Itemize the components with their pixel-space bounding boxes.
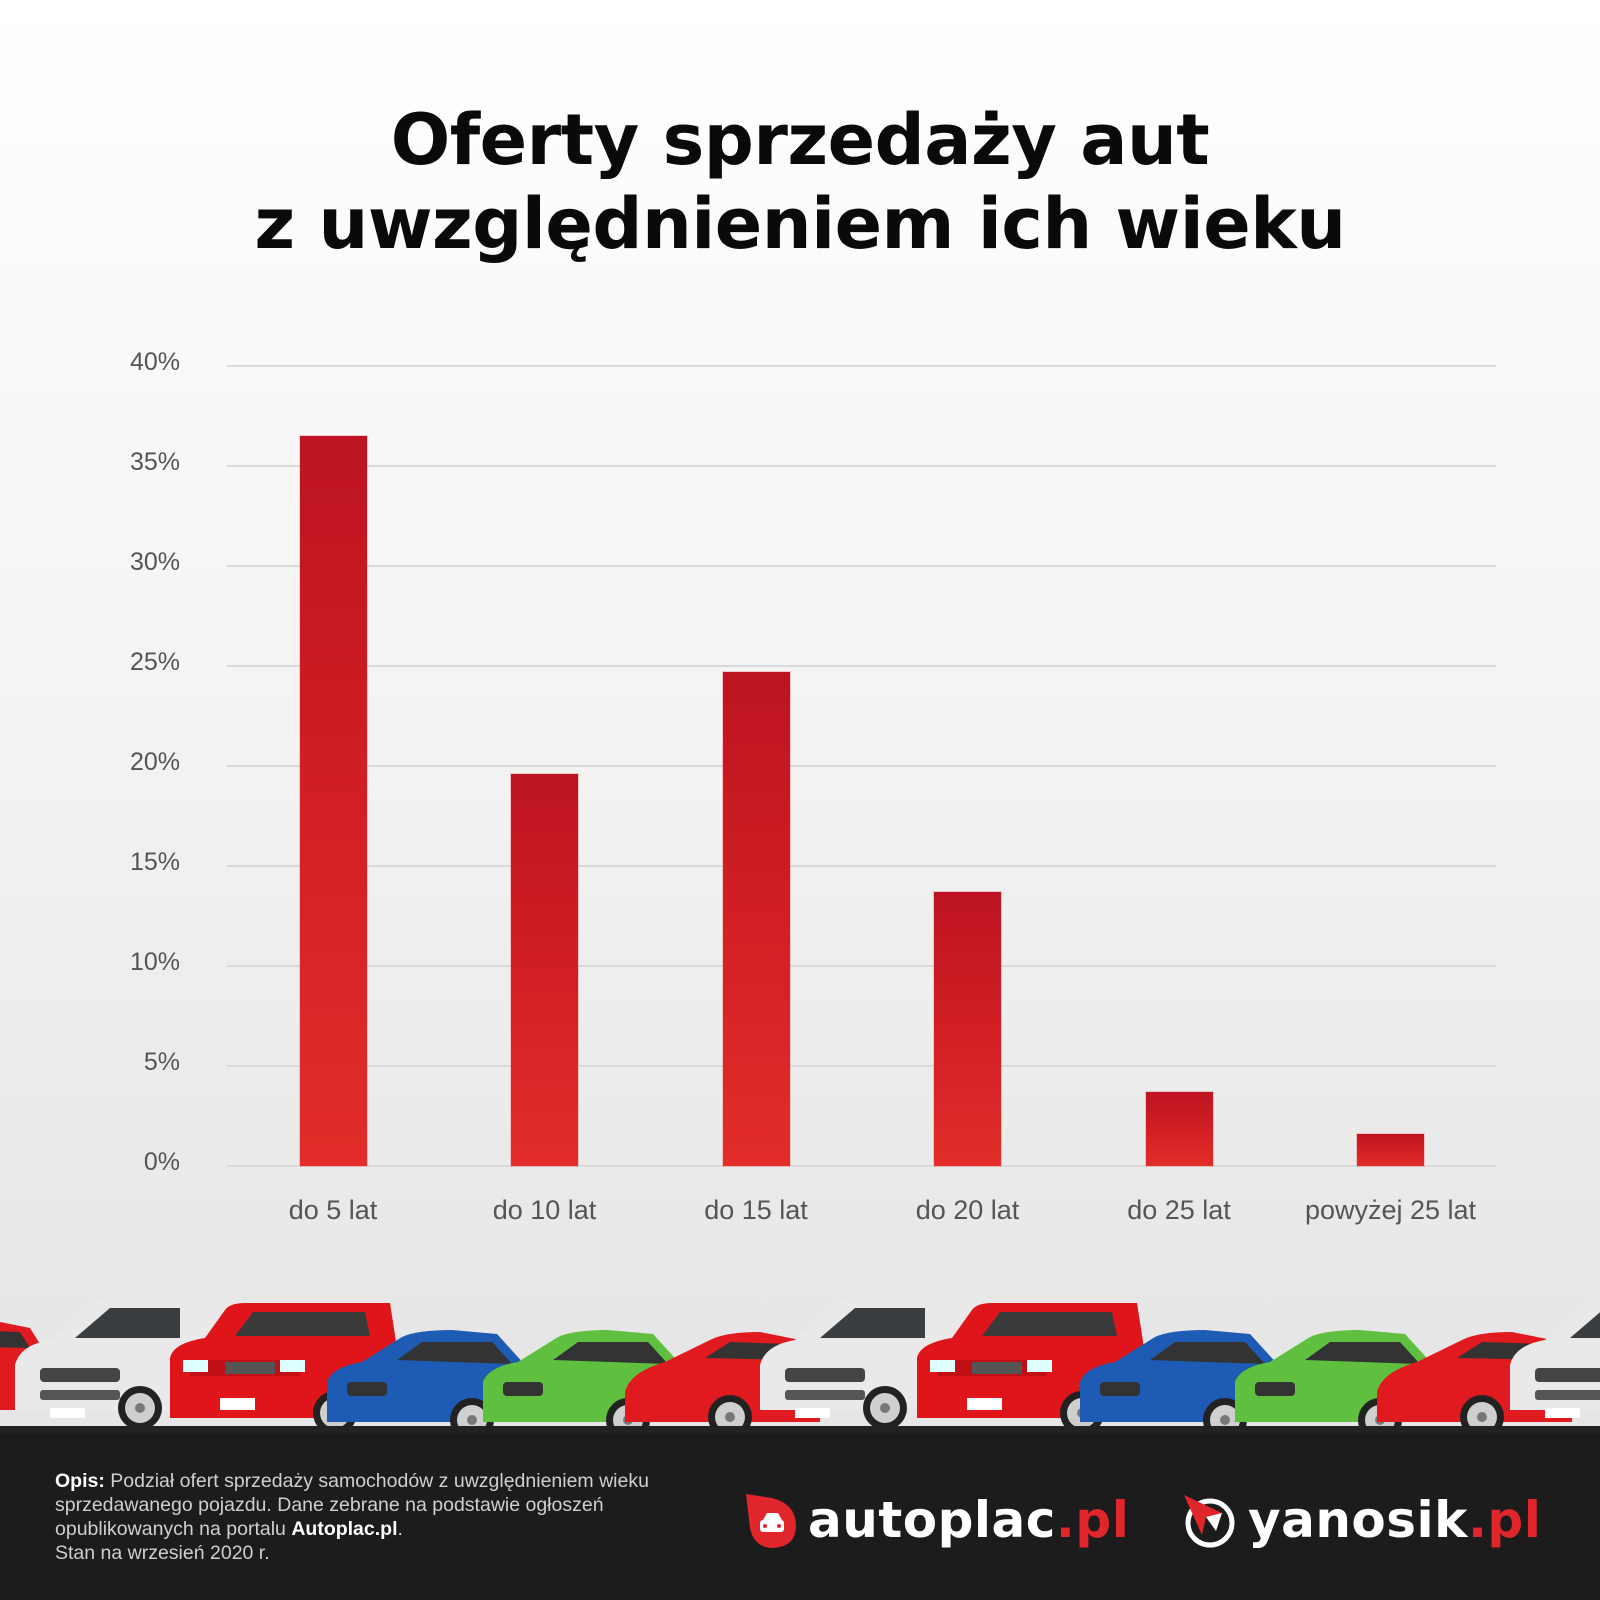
description-label: Opis: <box>55 1470 105 1492</box>
bar <box>511 774 578 1166</box>
autoplac-logo: autoplac.pl <box>742 1488 1129 1552</box>
y-tick-label: 5% <box>143 1048 180 1076</box>
bar-chart: 0% 5% 10% 15% 20% 25% 30% 35% 40% do 5 lat do 10 l… <box>129 348 1496 1225</box>
autoplac-tld: .pl <box>1055 1491 1130 1549</box>
description-text: Podział ofert sprzedaży samochodów z uwz… <box>55 1470 649 1540</box>
x-tick-label: do 25 lat <box>1127 1195 1231 1225</box>
chart-description: Opis: Podział ofert sprzedaży samochodów… <box>55 1469 695 1565</box>
navigation-arrow-icon <box>1184 1495 1235 1548</box>
gridline <box>227 665 1496 667</box>
gridline <box>227 365 1496 367</box>
bar <box>934 892 1001 1166</box>
yanosik-logo: yanosik.pl <box>1180 1488 1541 1552</box>
footer: Opis: Podział ofert sprzedaży samochodów… <box>0 1433 1600 1600</box>
gridline <box>227 765 1496 767</box>
y-tick-label: 0% <box>143 1148 180 1176</box>
title-line-1: Oferty sprzedaży aut <box>390 99 1210 181</box>
gridline <box>227 865 1496 867</box>
x-tick-label: do 15 lat <box>704 1195 808 1225</box>
gridline <box>227 965 1496 967</box>
bar <box>299 436 367 1166</box>
gridline <box>227 1065 1496 1067</box>
description-period: . <box>397 1518 403 1540</box>
autoplac-name: autoplac <box>808 1491 1056 1549</box>
bar <box>1145 1092 1213 1166</box>
page-title: Oferty sprzedaży aut z uwzględnieniem ic… <box>0 98 1600 266</box>
cars-strip-icon <box>0 1290 1600 1433</box>
y-tick-label: 15% <box>129 848 180 876</box>
y-tick-label: 25% <box>129 648 180 676</box>
data-date: Stan na wrzesień 2020 r. <box>55 1542 270 1564</box>
yanosik-tld: .pl <box>1467 1491 1542 1549</box>
x-tick-label: do 5 lat <box>288 1195 378 1225</box>
bar <box>722 672 790 1166</box>
y-tick-label: 10% <box>129 948 180 976</box>
x-tick-label: powyżej 25 lat <box>1304 1195 1477 1225</box>
gridline <box>227 465 1496 467</box>
car-drop-icon <box>746 1494 796 1548</box>
x-tick-label: do 20 lat <box>915 1195 1020 1225</box>
gridline <box>227 565 1496 567</box>
title-line-2: z uwzględnieniem ich wieku <box>254 183 1346 265</box>
y-tick-label: 20% <box>129 748 180 776</box>
y-tick-label: 30% <box>129 548 180 576</box>
cars-illustration <box>0 1290 1600 1433</box>
bar <box>1357 1134 1424 1166</box>
y-tick-label: 40% <box>129 348 180 376</box>
y-tick-label: 35% <box>129 448 180 476</box>
x-tick-label: do 10 lat <box>492 1195 597 1225</box>
yanosik-name: yanosik <box>1248 1491 1468 1549</box>
gridline <box>227 1165 1496 1167</box>
source-link: Autoplac.pl <box>291 1518 398 1540</box>
